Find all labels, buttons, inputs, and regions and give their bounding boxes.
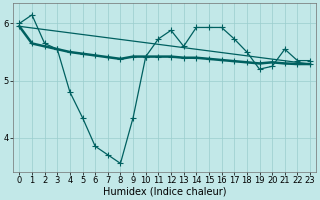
X-axis label: Humidex (Indice chaleur): Humidex (Indice chaleur) [103, 187, 227, 197]
